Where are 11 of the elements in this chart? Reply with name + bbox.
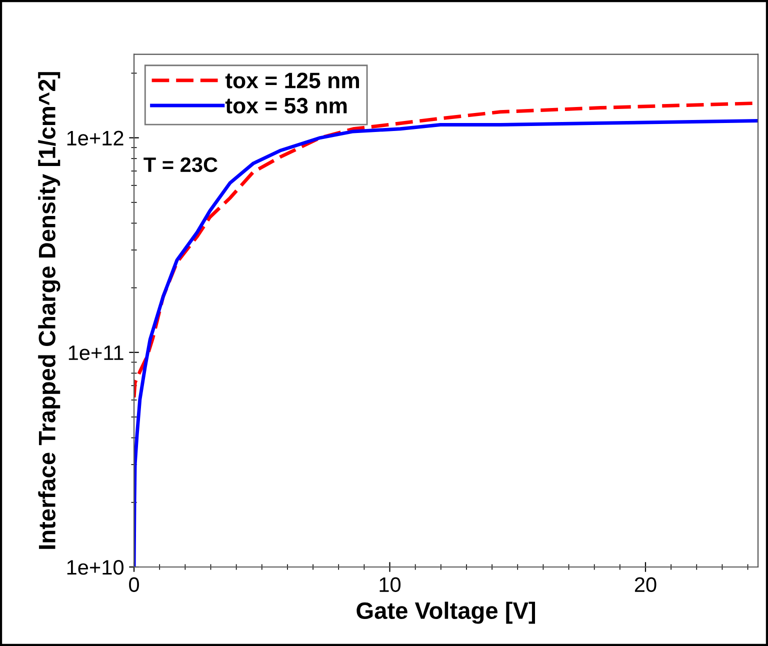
x-axis-title: Gate Voltage [V] — [356, 602, 536, 624]
x-tick-label: 20 — [634, 577, 656, 592]
y-tick-label: 1e+11 — [68, 346, 124, 360]
annotation: T = 23C — [144, 157, 218, 172]
legend-label: tox = 53 nm — [225, 98, 347, 114]
y-tick-label: 1e+12 — [67, 130, 124, 146]
y-axis-title: Interface Trapped Charge Density [1/cm^2] — [38, 72, 60, 549]
y-tick-label: 1e+10 — [67, 560, 124, 575]
legend-label: tox = 125 nm — [225, 72, 359, 88]
x-tick-label: 10 — [380, 577, 401, 592]
x-tick-label: 0 — [129, 577, 139, 592]
